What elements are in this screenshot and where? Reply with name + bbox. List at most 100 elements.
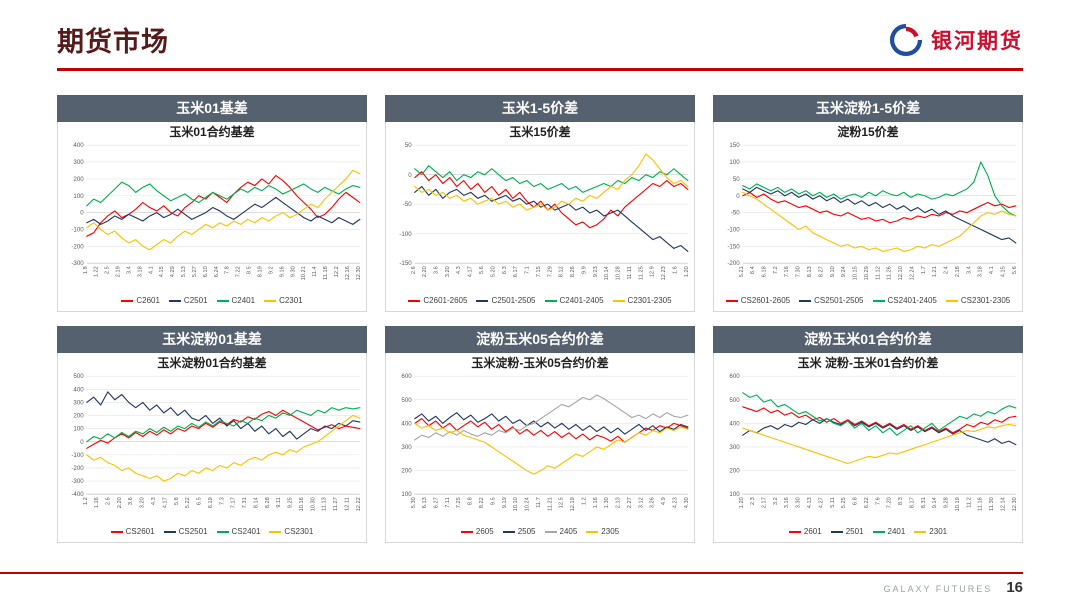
panel-corn-1-5-spread: 玉米1-5价差 玉米15价差 50 0 -50 -100 -150 2.6 2.20 3.6 3… xyxy=(385,95,695,312)
svg-text:10.28: 10.28 xyxy=(616,266,622,280)
svg-text:7.3: 7.3 xyxy=(219,497,225,505)
svg-text:12.9: 12.9 xyxy=(650,266,656,277)
svg-text:5.27: 5.27 xyxy=(192,266,198,277)
footer-text: GALAXY FUTURES 16 xyxy=(0,579,1023,596)
svg-text:12.11: 12.11 xyxy=(344,497,350,511)
svg-text:8.17: 8.17 xyxy=(909,497,915,508)
svg-text:12.22: 12.22 xyxy=(356,497,362,511)
svg-text:6.18: 6.18 xyxy=(762,266,768,277)
svg-text:7.6: 7.6 xyxy=(875,497,881,505)
legend-item: CS2401-2405 xyxy=(872,296,937,306)
svg-text:4.3: 4.3 xyxy=(151,497,157,505)
svg-text:12.19: 12.19 xyxy=(570,497,576,511)
panel-body: 玉米淀粉01合约基差 500 400 300 200 100 0 -100 -200 -300 -… xyxy=(57,353,367,543)
svg-text:5.6: 5.6 xyxy=(479,266,485,274)
legend-item: 2501 xyxy=(830,527,864,537)
page-title: 期货市场 xyxy=(57,27,169,57)
svg-text:2.27: 2.27 xyxy=(627,497,633,508)
svg-text:100: 100 xyxy=(73,426,84,433)
svg-text:200: 200 xyxy=(73,413,84,420)
svg-text:4.1: 4.1 xyxy=(989,266,995,274)
panel-header: 玉米01基差 xyxy=(57,95,367,122)
svg-text:2.17: 2.17 xyxy=(762,497,768,508)
legend-color-swatch xyxy=(872,300,885,303)
svg-text:50: 50 xyxy=(733,176,740,183)
svg-text:10.21: 10.21 xyxy=(301,266,307,280)
svg-text:1.8: 1.8 xyxy=(83,266,89,274)
svg-text:11.4: 11.4 xyxy=(312,266,318,277)
svg-text:-100: -100 xyxy=(399,231,412,238)
svg-text:4.17: 4.17 xyxy=(162,497,168,508)
legend-color-swatch xyxy=(945,300,958,303)
svg-text:-150: -150 xyxy=(727,243,740,250)
svg-text:-400: -400 xyxy=(71,491,84,498)
line-chart: 400 300 200 100 0 -100 -200 -300 1.8 1.22 2.5 2.19 3… xyxy=(58,140,366,296)
svg-text:4.23: 4.23 xyxy=(672,497,678,508)
galaxy-swirl-icon xyxy=(889,23,923,57)
svg-text:10.16: 10.16 xyxy=(299,497,305,511)
panel-starch-1-5-spread: 玉米淀粉1-5价差 淀粉15价差 150 100 50 0 -50 -100 -150 -20… xyxy=(713,95,1023,312)
svg-text:2.20: 2.20 xyxy=(422,266,428,277)
svg-text:600: 600 xyxy=(401,373,412,380)
svg-text:3.6: 3.6 xyxy=(434,266,440,274)
svg-text:7.2: 7.2 xyxy=(773,266,779,274)
svg-text:7.20: 7.20 xyxy=(887,497,893,508)
svg-text:5.13: 5.13 xyxy=(181,266,187,277)
svg-text:3.18: 3.18 xyxy=(978,266,984,277)
svg-text:6.17: 6.17 xyxy=(513,266,519,277)
panel-body: 玉米15价差 50 0 -50 -100 -150 2.6 2.20 3.6 3.20 4.3 4.… xyxy=(385,122,695,312)
svg-text:4.30: 4.30 xyxy=(684,497,690,508)
svg-text:-300: -300 xyxy=(71,478,84,485)
svg-text:100: 100 xyxy=(729,159,740,166)
svg-text:3.18: 3.18 xyxy=(137,266,143,277)
panel-starch-corn-01-spread: 淀粉玉米01合约价差 玉米 淀粉-玉米01合约价差 600 500 400 300 20… xyxy=(713,326,1023,543)
slide-footer: GALAXY FUTURES 16 xyxy=(0,572,1023,596)
svg-text:11.11: 11.11 xyxy=(627,266,633,279)
svg-text:300: 300 xyxy=(73,159,84,166)
svg-text:12.2: 12.2 xyxy=(334,266,340,277)
charts-grid: 玉米01基差 玉米01合约基差 400 300 200 100 0 -100 -200 -30… xyxy=(57,95,1023,543)
panel-body: 玉米 淀粉-玉米01合约价差 600 500 400 300 200 100 1.20 2.3… xyxy=(713,353,1023,543)
svg-text:12.14: 12.14 xyxy=(1000,497,1006,511)
legend-item: 2301 xyxy=(914,527,947,537)
svg-text:5.22: 5.22 xyxy=(185,497,191,508)
svg-text:6.3: 6.3 xyxy=(502,266,508,274)
line-chart: 150 100 50 0 -50 -100 -150 -200 5.21 6.4 6.18 7.2 7.… xyxy=(714,140,1022,296)
svg-text:200: 200 xyxy=(729,468,740,475)
svg-text:1.7: 1.7 xyxy=(921,266,927,274)
svg-text:12.30: 12.30 xyxy=(356,266,362,280)
svg-text:6.8: 6.8 xyxy=(853,497,859,505)
legend-color-swatch xyxy=(460,531,473,534)
svg-text:5.6: 5.6 xyxy=(1012,266,1018,274)
svg-text:1.16: 1.16 xyxy=(94,497,100,508)
svg-text:8.26: 8.26 xyxy=(570,266,576,277)
chart-legend: 2601 2501 2401 2301 xyxy=(714,527,1022,537)
svg-text:2.13: 2.13 xyxy=(616,497,622,508)
svg-text:2.5: 2.5 xyxy=(105,266,111,274)
line-chart: 600 500 400 300 200 100 5.30 6.13 6.27 7.11 7.25 8.… xyxy=(386,371,694,527)
svg-text:500: 500 xyxy=(401,397,412,404)
legend-item: C2401-2405 xyxy=(544,296,604,306)
svg-text:2.18: 2.18 xyxy=(955,266,961,277)
svg-text:11.25: 11.25 xyxy=(638,266,644,280)
legend-item: 2605 xyxy=(460,527,494,537)
line-chart: 500 400 300 200 100 0 -100 -200 -300 -400 1.2 1.16 2… xyxy=(58,371,366,527)
svg-text:3.20: 3.20 xyxy=(140,497,146,508)
svg-text:8.13: 8.13 xyxy=(807,266,813,277)
svg-text:0: 0 xyxy=(408,172,412,179)
svg-text:-200: -200 xyxy=(71,465,84,472)
svg-text:7.1: 7.1 xyxy=(525,266,531,274)
svg-text:-100: -100 xyxy=(71,226,84,233)
svg-text:-150: -150 xyxy=(399,260,412,267)
svg-text:-50: -50 xyxy=(731,210,740,217)
legend-color-swatch xyxy=(788,531,801,534)
legend-color-swatch xyxy=(830,531,843,534)
svg-text:100: 100 xyxy=(401,491,412,498)
legend-item: C2601 xyxy=(121,296,160,306)
legend-item: CS2501-2505 xyxy=(799,296,864,306)
svg-text:1.22: 1.22 xyxy=(94,266,100,277)
svg-text:500: 500 xyxy=(73,373,84,380)
legend-color-swatch xyxy=(269,531,282,534)
legend-item: 2405 xyxy=(544,527,577,537)
svg-text:8.12: 8.12 xyxy=(559,266,565,277)
